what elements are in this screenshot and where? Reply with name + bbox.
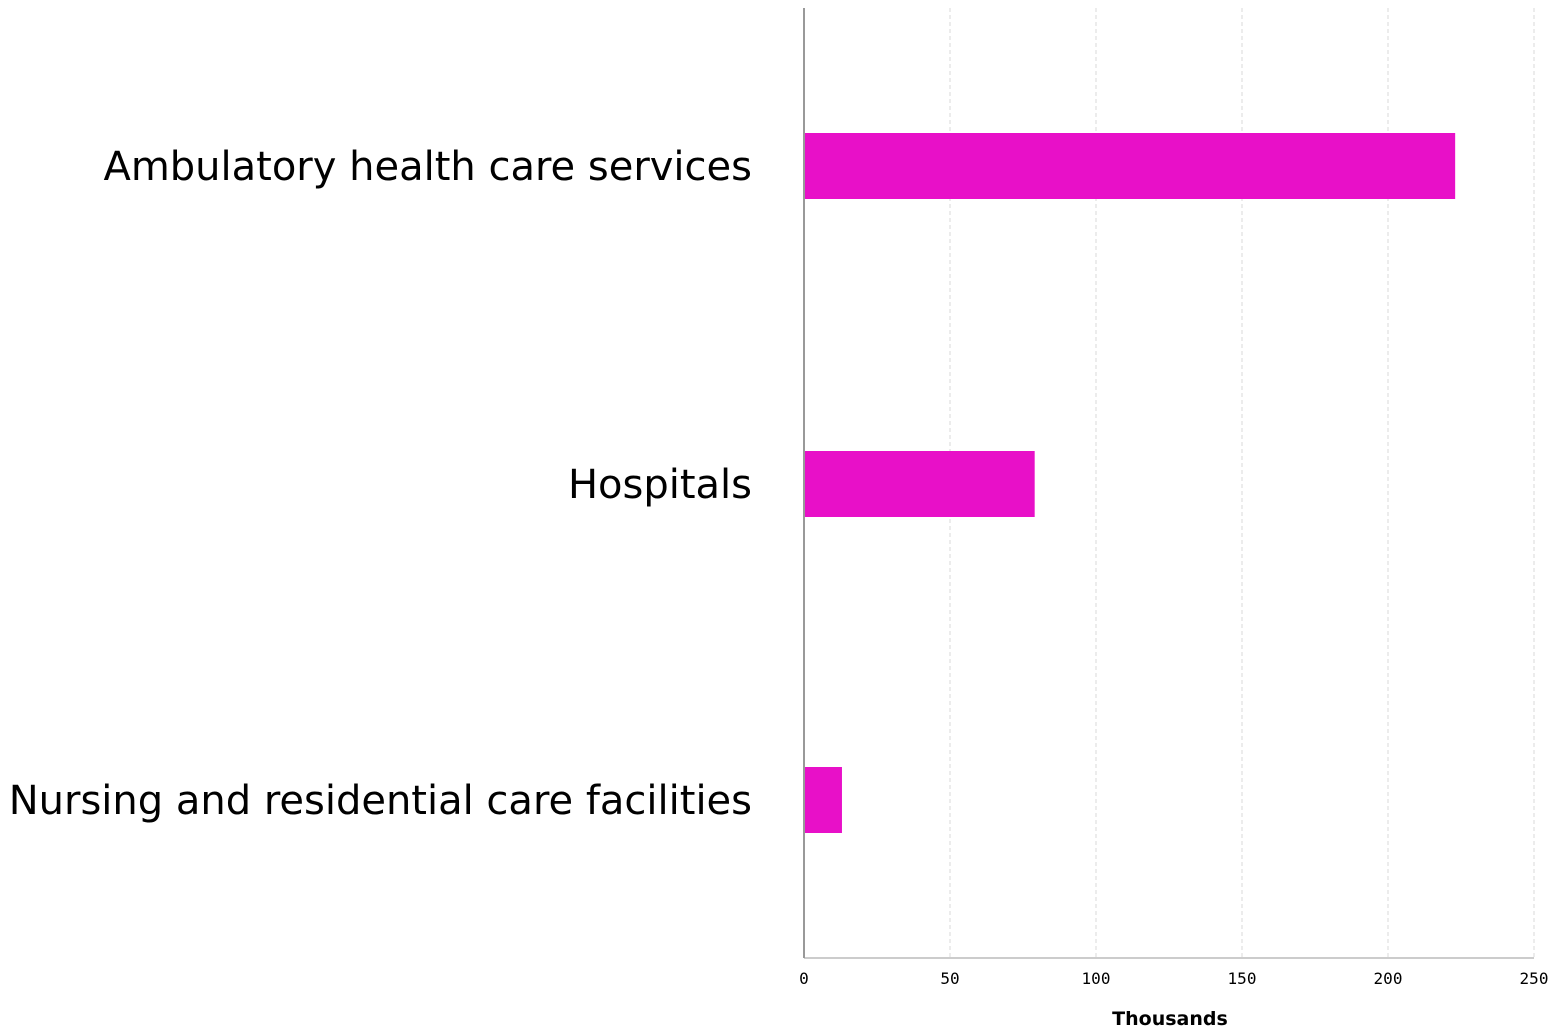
category-label-3: Nursing and residential care facilities <box>9 778 752 824</box>
x-axis-title: Thousands <box>1112 1008 1228 1029</box>
x-tick-label-200: 200 <box>1374 969 1403 988</box>
x-tick-label-0: 0 <box>799 969 809 988</box>
x-tick-label-100: 100 <box>1082 969 1111 988</box>
bars <box>805 133 1456 833</box>
bar-1 <box>805 133 1456 199</box>
category-label-1: Ambulatory health care services <box>103 144 752 190</box>
bar-3 <box>805 767 842 833</box>
category-labels: Ambulatory health care services Hospitals… <box>9 144 752 824</box>
axes <box>803 8 1534 959</box>
x-tick-label-50: 50 <box>940 969 959 988</box>
bar-2 <box>805 451 1035 517</box>
category-label-2: Hospitals <box>568 462 752 508</box>
x-tick-labels: 0 50 100 150 200 250 <box>799 969 1548 988</box>
gridlines <box>949 8 1535 958</box>
x-tick-label-150: 150 <box>1228 969 1257 988</box>
x-tick-label-250: 250 <box>1520 969 1549 988</box>
